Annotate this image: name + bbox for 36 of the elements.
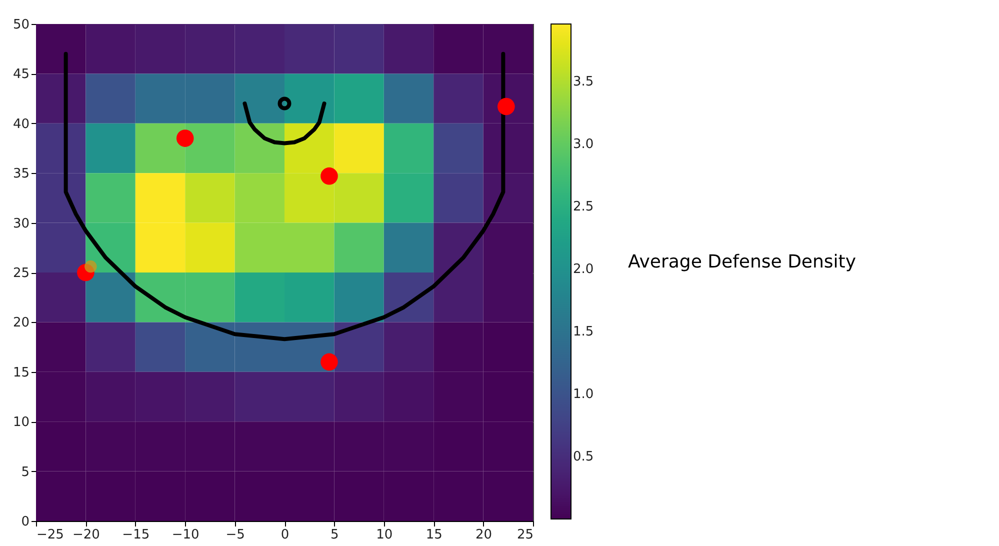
x-tick-label: 25 — [516, 528, 534, 542]
y-tick-label: 35 — [12, 166, 30, 182]
color-bar-label: 1.0 — [573, 387, 594, 402]
color-bar-label: 3.5 — [573, 74, 594, 90]
x-tick-label: 10 — [376, 528, 393, 542]
y-tick-label: 40 — [12, 116, 30, 132]
y-tick-label: 10 — [12, 415, 30, 430]
point — [320, 167, 338, 185]
x-tick-label: 0 — [280, 528, 290, 542]
line-series — [64, 52, 506, 342]
x-tick-label: −5 — [226, 528, 245, 542]
x-tick-label: −10 — [172, 528, 200, 542]
y-tick-label: 15 — [12, 365, 30, 380]
x-tick-label: −25 — [36, 528, 64, 542]
x-tick-label: −20 — [72, 528, 100, 542]
y-tick-label: 5 — [21, 464, 30, 480]
color-bar-label: 0.5 — [573, 450, 594, 464]
y-tick-label: 30 — [12, 216, 30, 232]
point — [278, 96, 292, 110]
line-series — [242, 102, 326, 146]
y-tick-label: 0 — [21, 514, 30, 530]
color-bar-title: Average Defense Density — [628, 252, 856, 272]
color-bar-label: 3.0 — [573, 137, 594, 152]
point — [176, 130, 194, 147]
y-tick-label: 20 — [12, 316, 30, 331]
x-tick-label: 5 — [330, 528, 339, 542]
point — [320, 353, 338, 371]
y-tick-label: 25 — [12, 266, 30, 281]
x-tick-label: 20 — [476, 528, 492, 542]
color-bar-label: 1.5 — [573, 324, 594, 340]
x-tick-label: 15 — [426, 528, 442, 542]
y-tick-label: 50 — [12, 18, 30, 32]
x-tick-label: −15 — [122, 528, 150, 542]
color-bar-label: 2.0 — [573, 262, 594, 277]
color-bar-label: 2.5 — [573, 200, 594, 214]
y-tick-label: 45 — [12, 67, 30, 82]
